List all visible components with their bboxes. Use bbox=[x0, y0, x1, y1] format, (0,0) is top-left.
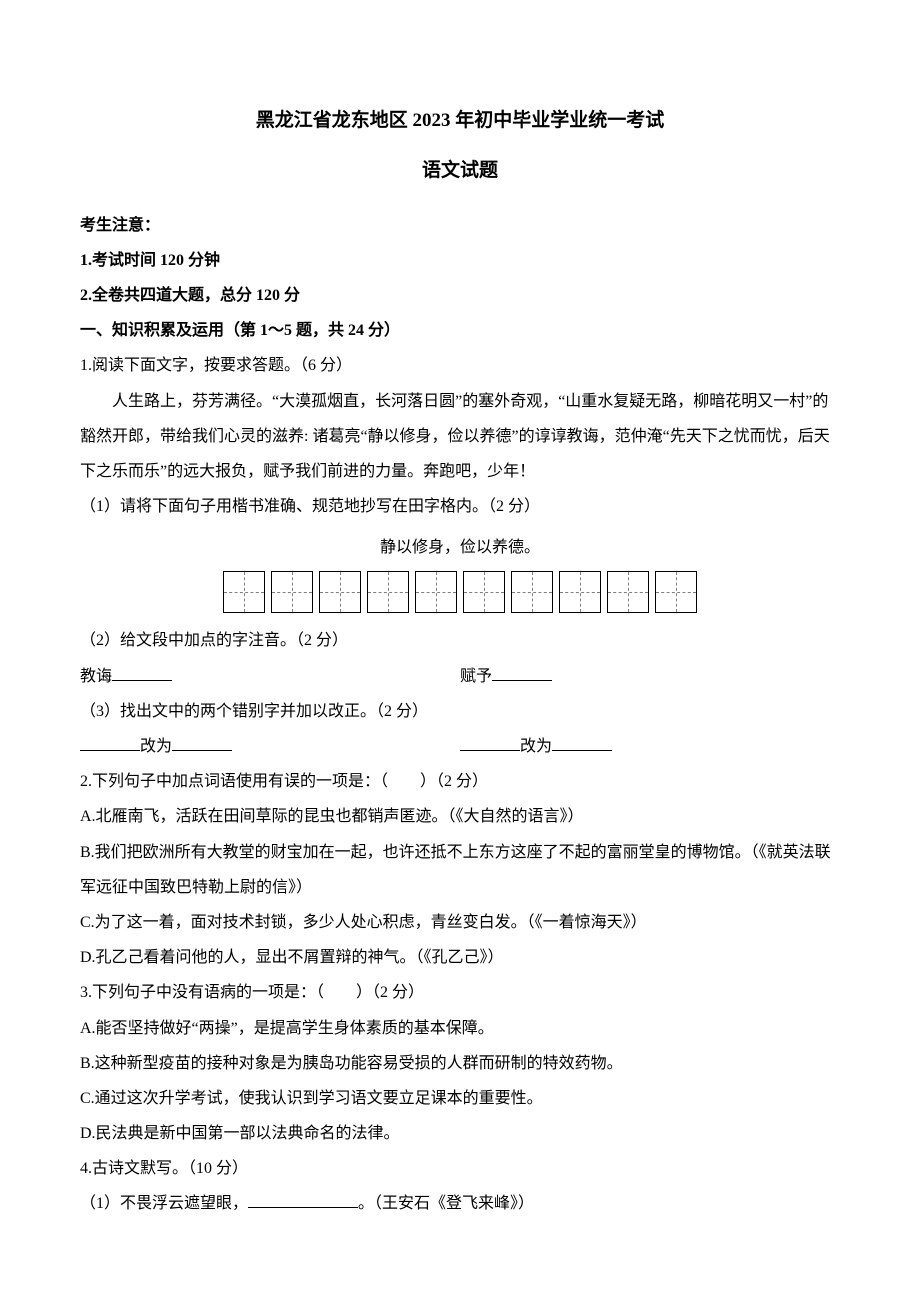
q4-sub1: （1）不畏浮云遮望眼， 。（王安石《登飞来峰》） bbox=[80, 1186, 840, 1221]
tianzige-cell bbox=[271, 571, 313, 613]
q4-sub1-blank bbox=[248, 1192, 358, 1208]
notice-line-1: 1.考试时间 120 分钟 bbox=[80, 243, 840, 278]
tianzige-cell bbox=[655, 571, 697, 613]
q1-corr1-from-blank bbox=[80, 735, 140, 751]
q4-sub1-pre: （1）不畏浮云遮望眼， bbox=[80, 1195, 248, 1212]
q1-pron-right-blank bbox=[492, 665, 552, 681]
q1-pron-right-label: 赋予 bbox=[460, 668, 492, 685]
q1-sub2: （2）给文段中加点的字注音。（2 分） bbox=[80, 623, 840, 658]
tianzige-grid bbox=[80, 571, 840, 613]
q1-corr2-to-blank bbox=[552, 735, 612, 751]
q1-corr2-word: 改为 bbox=[520, 738, 552, 755]
q3-stem: 3.下列句子中没有语病的一项是：（ ）（2 分） bbox=[80, 975, 840, 1010]
tianzige-cell bbox=[319, 571, 361, 613]
q2-stem: 2.下列句子中加点词语使用有误的一项是：（ ）（2 分） bbox=[80, 764, 840, 799]
q3-optA: A.能否坚持做好“两操”，是提高学生身体素质的基本保障。 bbox=[80, 1011, 840, 1046]
tianzige-cell bbox=[223, 571, 265, 613]
q1-copy-text: 静以修身，俭以养德。 bbox=[80, 530, 840, 565]
notice-line-2: 2.全卷共四道大题，总分 120 分 bbox=[80, 278, 840, 313]
q1-pronunciation-row: 教诲 赋予 bbox=[80, 659, 840, 694]
q4-sub1-post: 。（王安石《登飞来峰》） bbox=[358, 1195, 534, 1212]
q1-stem: 1.阅读下面文字，按要求答题。（6 分） bbox=[80, 348, 840, 383]
q4-stem: 4.古诗文默写。（10 分） bbox=[80, 1151, 840, 1186]
q1-pron-left-label: 教诲 bbox=[80, 668, 112, 685]
tianzige-cell bbox=[607, 571, 649, 613]
tianzige-cell bbox=[367, 571, 409, 613]
q1-pron-left-blank bbox=[112, 665, 172, 681]
q1-sub3: （3）找出文中的两个错别字并加以改正。（2 分） bbox=[80, 694, 840, 729]
exam-title-sub: 语文试题 bbox=[80, 150, 840, 192]
q2-optB: B.我们把欧洲所有大教堂的财宝加在一起，也许还抵不上东方这座了不起的富丽堂皇的博… bbox=[80, 835, 840, 905]
q1-corr1-to-blank bbox=[172, 735, 232, 751]
q1-passage: 人生路上，芬芳满径。“大漠孤烟直，长河落日圆”的塞外奇观，“山重水复疑无路，柳暗… bbox=[80, 384, 840, 490]
tianzige-cell bbox=[511, 571, 553, 613]
q3-optD: D.民法典是新中国第一部以法典命名的法律。 bbox=[80, 1116, 840, 1151]
q2-optC: C.为了这一着，面对技术封锁，多少人处心积虑，青丝变白发。（《一着惊海天》） bbox=[80, 905, 840, 940]
q1-corr1-word: 改为 bbox=[140, 738, 172, 755]
section-1-header: 一、知识积累及运用（第 1～5 题，共 24 分） bbox=[80, 313, 840, 348]
q3-optB: B.这种新型疫苗的接种对象是为胰岛功能容易受损的人群而研制的特效药物。 bbox=[80, 1046, 840, 1081]
q1-correction-row: 改为 改为 bbox=[80, 729, 840, 764]
tianzige-cell bbox=[463, 571, 505, 613]
exam-title-main: 黑龙江省龙东地区 2023 年初中毕业学业统一考试 bbox=[80, 100, 840, 142]
tianzige-cell bbox=[415, 571, 457, 613]
tianzige-cell bbox=[559, 571, 601, 613]
q1-corr2-from-blank bbox=[460, 735, 520, 751]
q2-optD: D.孔乙己看着问他的人，显出不屑置辩的神气。（《孔乙己》） bbox=[80, 940, 840, 975]
q1-sub1: （1）请将下面句子用楷书准确、规范地抄写在田字格内。（2 分） bbox=[80, 489, 840, 524]
notice-label: 考生注意： bbox=[80, 208, 840, 243]
q2-optA: A.北雁南飞，活跃在田间草际的昆虫也都销声匿迹。（《大自然的语言》） bbox=[80, 799, 840, 834]
q3-optC: C.通过这次升学考试，使我认识到学习语文要立足课本的重要性。 bbox=[80, 1081, 840, 1116]
